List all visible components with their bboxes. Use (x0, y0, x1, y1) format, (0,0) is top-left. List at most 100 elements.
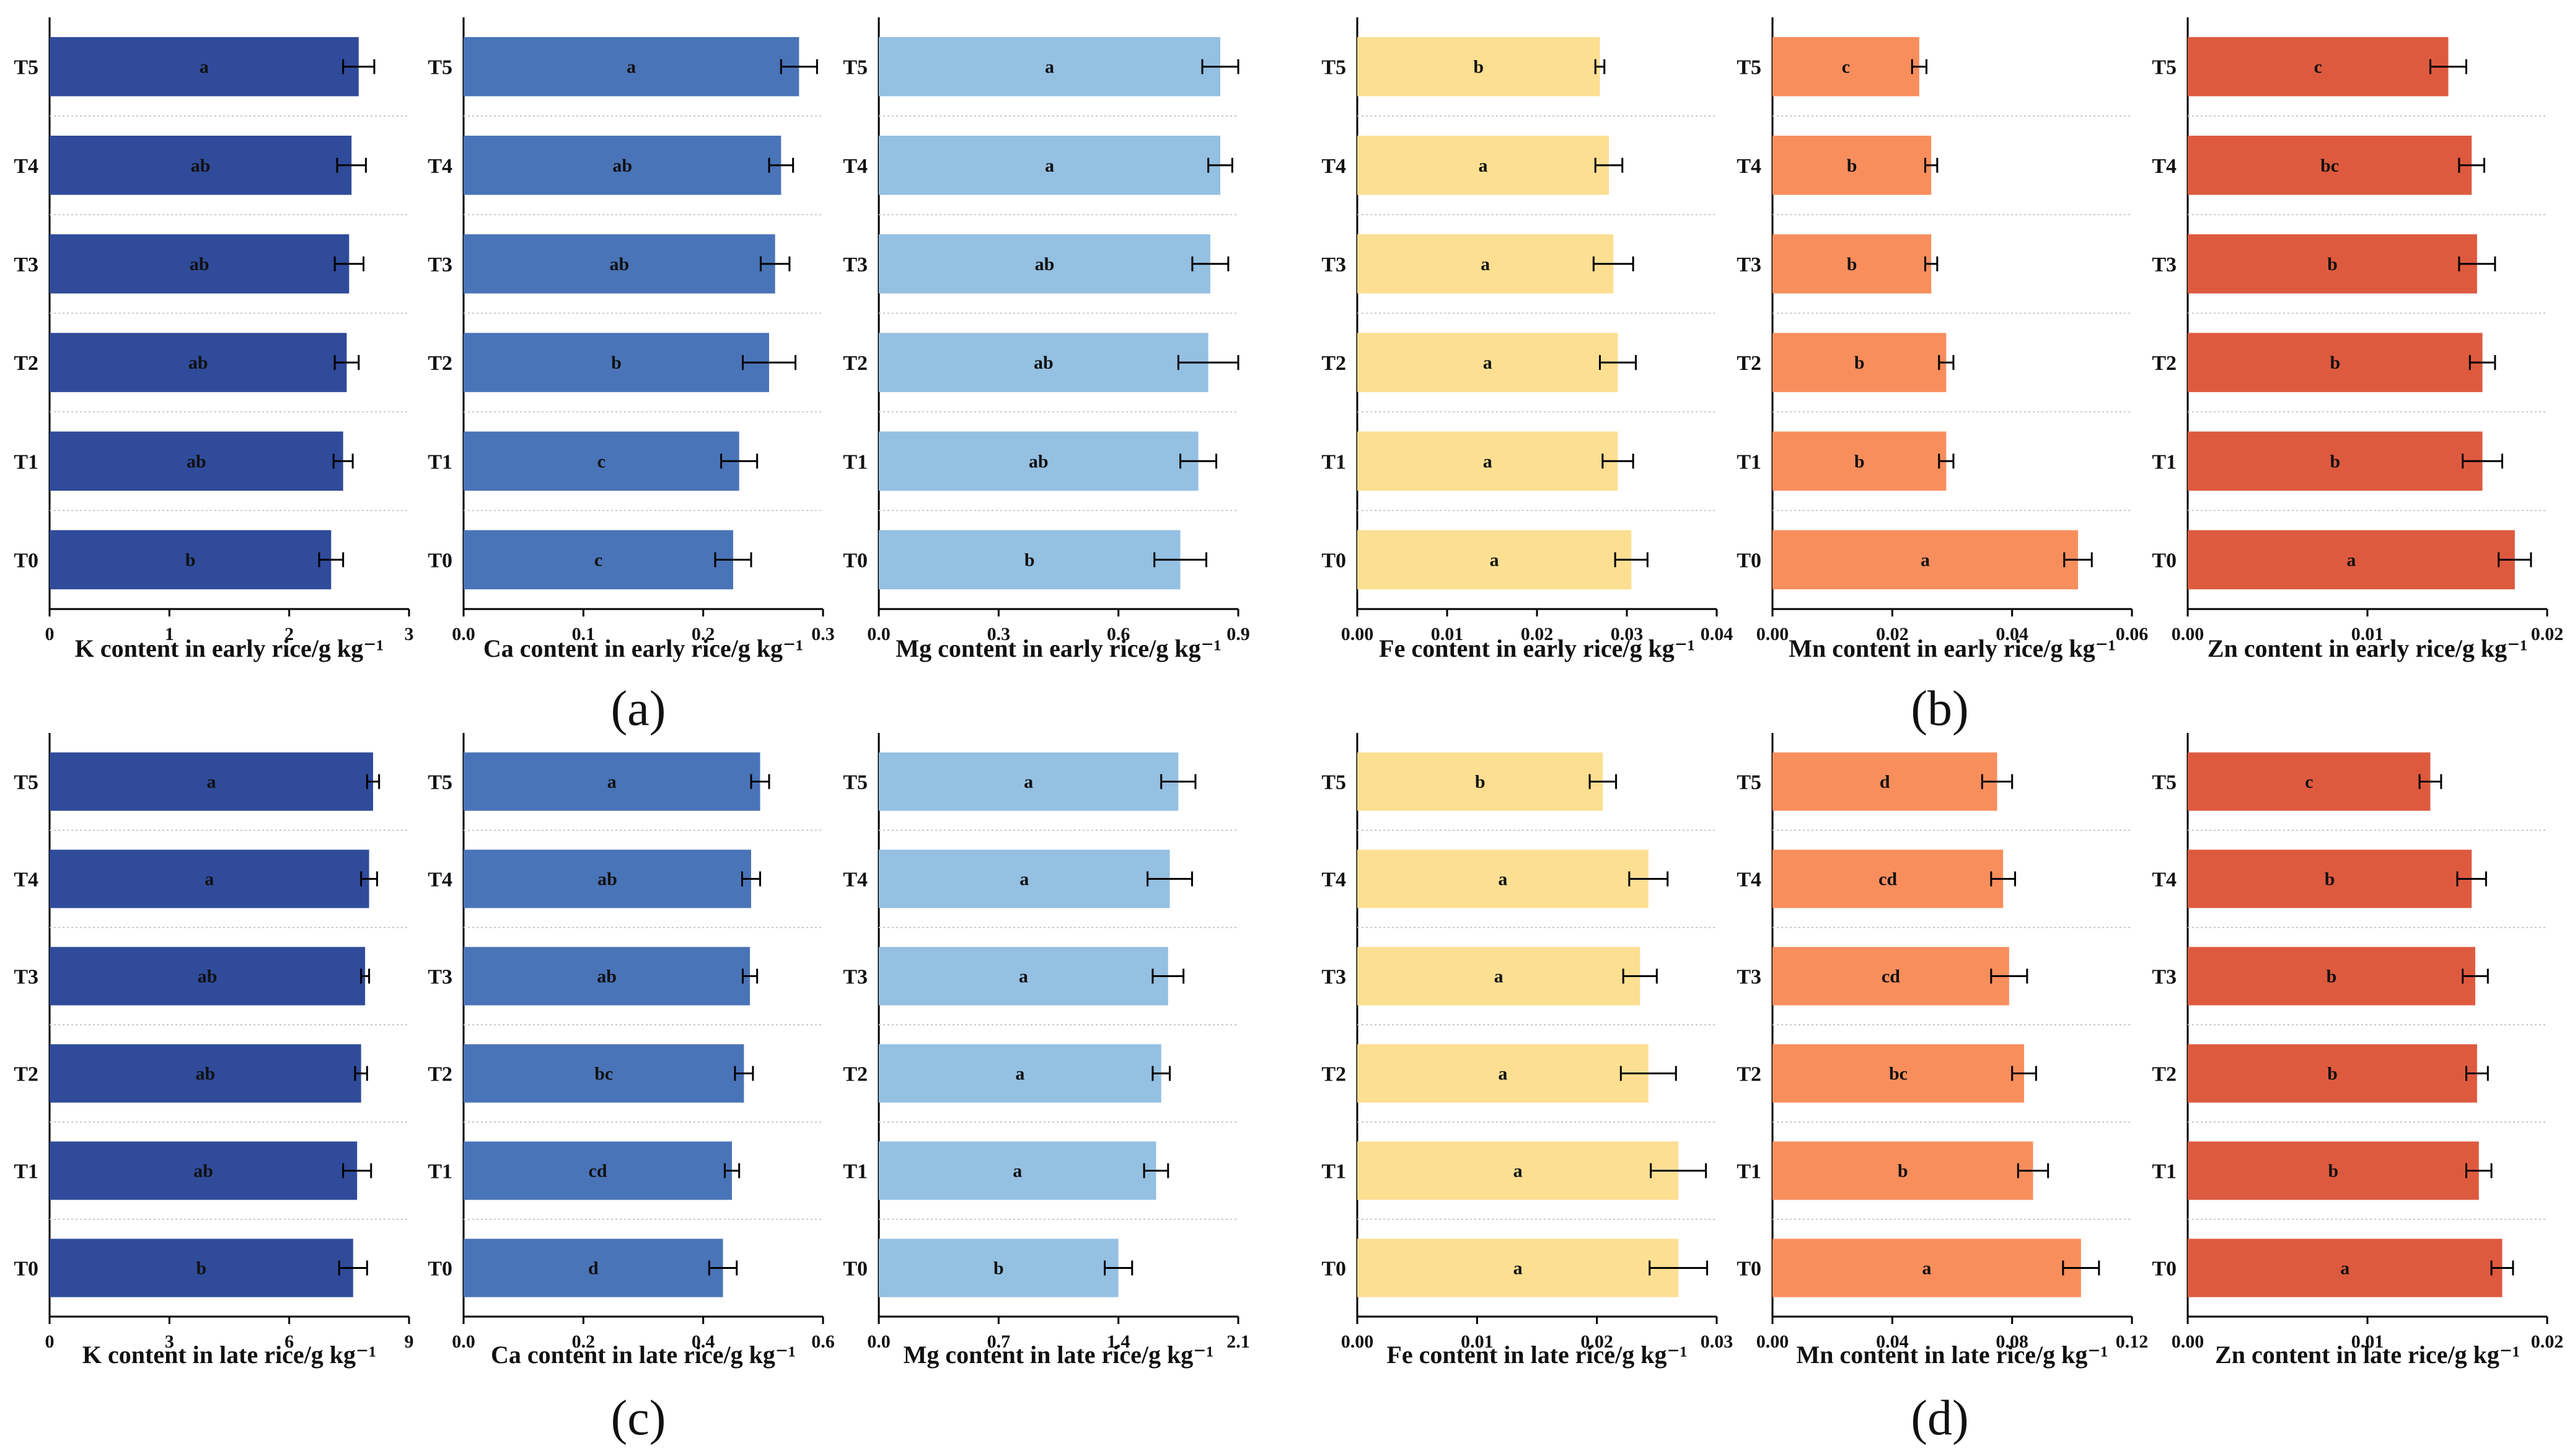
x-tick-label: 0 (45, 1331, 55, 1352)
category-label-T5: T5 (14, 771, 38, 794)
significance-letter-T4: ab (597, 869, 617, 890)
category-label-T1: T1 (843, 450, 868, 473)
bar-T0 (879, 1239, 1119, 1297)
category-label-T4: T4 (1321, 869, 1346, 892)
significance-letter-T4: a (1019, 869, 1029, 890)
significance-letter-T0: b (196, 1258, 207, 1279)
significance-letter-T1: b (1898, 1161, 1908, 1182)
significance-letter-T4: b (1847, 156, 1857, 176)
bar-T1 (879, 431, 1199, 491)
category-label-T4: T4 (428, 869, 452, 892)
chart-12: c T5 b T4 b T3 b T2 b T1 a T0 0.00 0.01 0.02 Zn content… (2152, 733, 2563, 1369)
significance-letter-T4: a (1479, 156, 1488, 176)
significance-letter-T2: b (611, 353, 622, 373)
bar-T3 (1357, 947, 1640, 1006)
significance-letter-T0: b (185, 550, 196, 570)
x-tick-label: 0.02 (2531, 1331, 2564, 1352)
chart-7: a T5 a T4 ab T3 ab T2 ab T1 b T0 0 3 6 9 K content in la… (14, 733, 414, 1369)
category-label-T0: T0 (843, 1258, 868, 1281)
bar-T1 (464, 1141, 733, 1200)
significance-letter-T3: a (1019, 967, 1028, 987)
significance-letter-T5: a (627, 57, 636, 77)
bar-T0 (1357, 1239, 1679, 1297)
significance-letter-T3: ab (190, 254, 209, 274)
x-tick-label: 0.4 (692, 1331, 715, 1352)
significance-letter-T0: a (2346, 550, 2356, 570)
significance-letter-T2: b (2330, 353, 2340, 373)
x-tick-label: 0.06 (2116, 624, 2149, 644)
significance-letter-T5: d (1880, 772, 1890, 792)
bar-T4 (1357, 136, 1609, 195)
bar-T3 (50, 947, 366, 1006)
bar-T5 (464, 752, 760, 811)
significance-letter-T1: a (1483, 451, 1492, 471)
category-label-T2: T2 (843, 1063, 868, 1086)
bar-T5 (464, 37, 799, 97)
category-label-T5: T5 (843, 56, 868, 79)
category-label-T5: T5 (2152, 56, 2177, 79)
bar-T0 (50, 1239, 353, 1297)
bar-T3 (1772, 947, 2009, 1006)
category-label-T1: T1 (1737, 450, 1761, 473)
x-tick-label: 0.00 (1756, 624, 1789, 644)
bar-T0 (1357, 530, 1632, 590)
x-tick-label: 0.00 (2172, 624, 2204, 644)
bar-T2 (879, 1044, 1161, 1103)
bar-T4 (1772, 849, 2004, 908)
x-axis-label: Fe content in early rice/g kg⁻¹ (1379, 634, 1695, 662)
chart-11: d T5 cd T4 cd T3 bc T2 b T1 a T0 0.00 0.04 0.08 0.12 Mn … (1737, 733, 2148, 1369)
significance-letter-T1: b (1854, 451, 1865, 471)
x-tick-label: 0.0 (867, 1331, 891, 1352)
x-tick-label: 0.03 (1701, 1331, 1733, 1352)
bar-T1 (464, 431, 739, 491)
category-label-T1: T1 (2152, 1160, 2177, 1183)
bar-T2 (879, 333, 1209, 392)
chart-2: a T5 ab T4 ab T3 b T2 c T1 c T0 0.0 0.1 0.2 0.3 Ca conte… (428, 17, 835, 662)
bar-T1 (879, 1141, 1156, 1200)
bar-T0 (464, 530, 733, 590)
x-tick-label: 0.9 (1226, 624, 1250, 644)
category-label-T4: T4 (1321, 155, 1346, 178)
bar-T2 (1772, 1044, 2024, 1103)
significance-letter-T0: a (1490, 550, 1499, 570)
category-label-T5: T5 (1737, 771, 1761, 794)
significance-letter-T3: b (2327, 254, 2338, 274)
significance-letter-T2: a (1483, 353, 1492, 373)
bar-T1 (1772, 431, 1947, 491)
significance-letter-T1: ab (187, 451, 206, 471)
significance-letter-T0: a (2340, 1258, 2349, 1279)
category-label-T3: T3 (1737, 966, 1761, 989)
bar-T3 (50, 234, 350, 294)
bar-T1 (1772, 1141, 2033, 1200)
significance-letter-T2: ab (195, 1064, 215, 1084)
x-tick-label: 0.08 (1996, 1331, 2028, 1352)
chart-3: a T5 a T4 ab T3 ab T2 ab T1 b T0 0.0 0.3 0.6 0.9Mg cont… (843, 17, 1250, 662)
significance-letter-T5: a (1024, 772, 1033, 792)
category-label-T1: T1 (1321, 450, 1346, 473)
significance-letter-T3: a (1494, 967, 1504, 987)
bar-T5 (1357, 752, 1603, 811)
category-label-T5: T5 (1737, 56, 1761, 79)
panel-label-d: (d) (1911, 1391, 1968, 1445)
significance-letter-T0: d (588, 1258, 599, 1279)
significance-letter-T1: a (1013, 1161, 1022, 1182)
category-label-T3: T3 (2152, 253, 2177, 276)
category-label-T2: T2 (428, 1063, 452, 1086)
category-label-T4: T4 (14, 869, 38, 892)
x-tick-label: 0.02 (1521, 624, 1554, 644)
category-label-T0: T0 (2152, 1258, 2177, 1281)
significance-letter-T4: ab (612, 156, 632, 176)
significance-letter-T2: b (1854, 353, 1865, 373)
x-tick-label: 0.0 (452, 1331, 475, 1352)
category-label-T1: T1 (1737, 1160, 1761, 1183)
category-label-T0: T0 (843, 549, 868, 572)
significance-letter-T3: cd (1882, 967, 1900, 987)
bar-T0 (879, 530, 1181, 590)
bar-T5 (2188, 37, 2449, 97)
bar-T3 (464, 234, 775, 294)
bar-T2 (1357, 333, 1618, 392)
significance-letter-T4: b (2325, 869, 2335, 890)
x-tick-label: 0.03 (1611, 624, 1644, 644)
bar-T2 (2188, 1044, 2477, 1103)
category-label-T0: T0 (1737, 1258, 1761, 1281)
